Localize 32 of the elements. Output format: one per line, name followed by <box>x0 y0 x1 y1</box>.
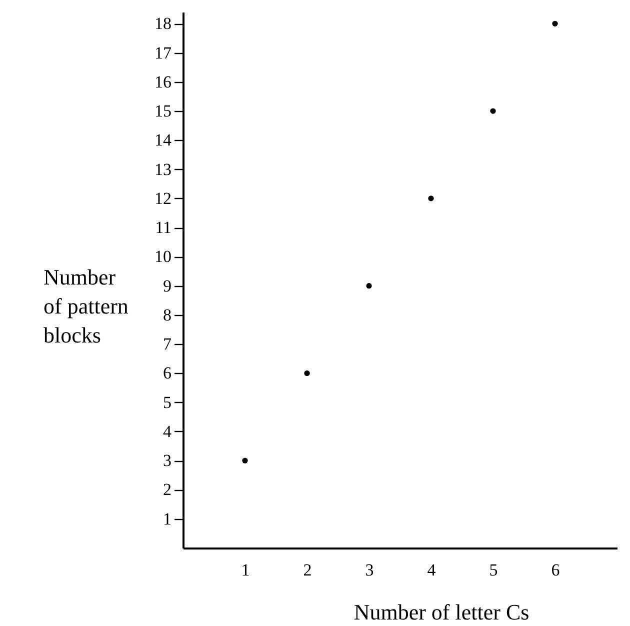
y-tick-label: 4 <box>163 422 172 441</box>
y-tick-label: 1 <box>163 509 172 528</box>
y-tick-label: 18 <box>154 14 172 34</box>
y-axis-title: Number of pattern blocks <box>44 264 128 348</box>
y-tick-label: 10 <box>154 247 172 266</box>
point <box>428 196 434 202</box>
y-tick-label: 7 <box>163 334 172 354</box>
point <box>242 458 248 464</box>
x-tick-label: 4 <box>427 560 436 580</box>
y-tick-label: 13 <box>154 160 172 179</box>
y-tick-label: 11 <box>155 218 172 238</box>
x-axis-title: Number of letter Cs <box>354 600 530 624</box>
y-tick-label: 5 <box>163 392 172 412</box>
x-tick-label: 6 <box>551 560 560 580</box>
y-tick-label: 3 <box>163 451 172 470</box>
point <box>552 20 558 26</box>
point <box>304 370 310 376</box>
x-tick-label: 3 <box>365 560 374 580</box>
y-tick-label: 15 <box>154 102 172 121</box>
point <box>490 108 496 114</box>
x-tick-label: 2 <box>303 560 312 580</box>
y-tick-label: 2 <box>163 480 172 500</box>
point <box>366 283 372 289</box>
y-tick-label: 9 <box>163 276 172 296</box>
x-tick-label: 1 <box>241 560 250 580</box>
y-tick-label: 6 <box>163 364 172 383</box>
x-tick-label: 5 <box>489 560 498 580</box>
y-tick-label: 8 <box>163 305 172 324</box>
y-tick-label: 17 <box>154 43 172 62</box>
y-tick-label: 14 <box>154 130 172 150</box>
y-tick-label: 12 <box>154 188 172 208</box>
y-tick-label: 16 <box>154 72 172 92</box>
